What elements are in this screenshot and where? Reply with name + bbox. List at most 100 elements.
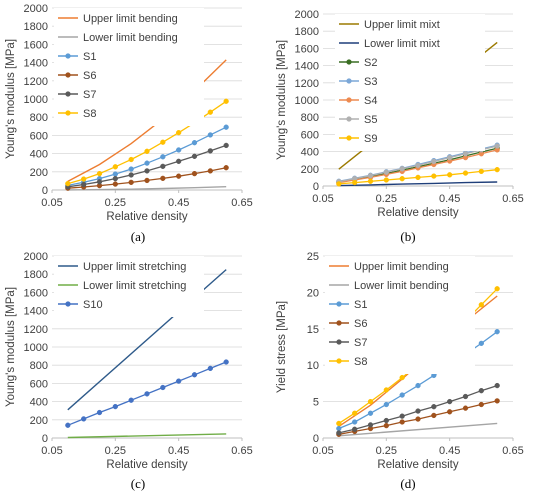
- y-tick-label: 2000: [24, 3, 48, 15]
- data-point: [367, 410, 374, 416]
- data-point: [478, 401, 484, 408]
- legend-marker: [346, 135, 352, 141]
- y-tick-label: 1800: [295, 26, 319, 38]
- legend-marker: [336, 301, 342, 307]
- data-point: [478, 388, 484, 394]
- data-point: [144, 168, 150, 174]
- y-tick-label: 0: [313, 181, 319, 193]
- data-point: [367, 422, 374, 428]
- y-tick-label: 10: [307, 360, 319, 372]
- data-point: [112, 171, 118, 177]
- data-point: [399, 392, 405, 398]
- data-point: [191, 170, 198, 177]
- data-point: [383, 401, 389, 408]
- y-tick-label: 800: [301, 112, 319, 124]
- x-tick-label: 0.45: [439, 445, 460, 457]
- y-tick-label: 1400: [295, 61, 319, 73]
- y-tick-label: 400: [301, 147, 319, 159]
- legend: Upper limit bending Lower limit bending S1…: [54, 8, 204, 126]
- x-axis-label: Relative density: [106, 459, 187, 471]
- data-point: [223, 165, 229, 171]
- data-point: [65, 422, 71, 428]
- data-point: [352, 419, 358, 425]
- data-point: [128, 156, 134, 163]
- y-tick-label: 1000: [24, 94, 48, 106]
- x-tick-label: 0.25: [105, 445, 126, 457]
- legend-entry: S7: [354, 337, 367, 349]
- data-point: [81, 176, 87, 182]
- legend-entry: S1: [83, 51, 96, 63]
- legend-entry: S6: [354, 318, 367, 330]
- data-point: [399, 374, 405, 381]
- y-tick-label: 800: [30, 112, 48, 124]
- data-point: [191, 140, 198, 146]
- data-point: [96, 170, 103, 177]
- data-point: [431, 412, 437, 419]
- series-line: [338, 181, 498, 187]
- y-axis-label: Young's modulus [MPa]: [5, 287, 17, 407]
- data-point: [447, 154, 453, 161]
- legend-entry: Lower limit bending: [354, 280, 449, 292]
- data-point: [336, 430, 342, 436]
- x-tick-label: 0.25: [376, 193, 397, 205]
- data-point: [191, 153, 198, 159]
- data-point: [415, 416, 421, 422]
- chart-panel-3: 0 200 400 600 800 1000 1200 1400 1600 1800 2000 0.0…: [5, 251, 253, 471]
- legend-entry: S2: [364, 57, 377, 69]
- chart-panel-4: 0 5 10 15 20 25 0.05 0.25 0.45 0.65 Relative densi…: [276, 251, 524, 471]
- legend-marker: [65, 91, 71, 97]
- y-tick-label: 200: [301, 164, 319, 176]
- series-line: [67, 433, 227, 439]
- legend-marker: [65, 53, 71, 59]
- data-point: [336, 420, 342, 427]
- series-s10: [65, 359, 229, 428]
- data-point: [383, 169, 389, 175]
- data-point: [160, 163, 166, 169]
- y-tick-label: 1200: [24, 324, 48, 336]
- legend-marker: [346, 78, 352, 84]
- data-point: [336, 425, 342, 432]
- data-point: [336, 181, 342, 187]
- legend-marker: [336, 339, 342, 345]
- legend-entry: Lower limit mixt: [364, 38, 440, 50]
- data-point: [160, 154, 166, 160]
- data-point: [160, 139, 166, 145]
- y-tick-label: 0: [42, 433, 48, 445]
- series-s6: [336, 398, 500, 438]
- legend-entry: Lower limit stretching: [83, 280, 186, 292]
- data-point: [128, 172, 134, 178]
- legend-marker: [65, 110, 71, 116]
- data-point: [494, 329, 500, 335]
- legend: Upper limit stretching Lower limit stretc…: [54, 256, 204, 317]
- data-point: [415, 382, 421, 389]
- data-point: [65, 180, 71, 187]
- data-point: [352, 410, 358, 416]
- data-point: [494, 143, 500, 149]
- caption-a: (a): [130, 229, 146, 244]
- x-tick-label: 0.65: [502, 445, 523, 457]
- legend-entry: S10: [83, 299, 103, 311]
- data-point: [223, 98, 229, 104]
- data-point: [144, 148, 150, 154]
- series-s7: [336, 382, 500, 436]
- data-point: [176, 130, 182, 136]
- data-point: [447, 172, 453, 178]
- data-point: [128, 166, 134, 172]
- y-tick-label: 1400: [24, 306, 48, 318]
- data-point: [112, 164, 118, 170]
- legend-entry: Upper limit mixt: [364, 19, 440, 31]
- x-axis-label: Relative density: [106, 211, 187, 223]
- data-point: [383, 387, 389, 393]
- x-tick-label: 0.65: [231, 197, 252, 209]
- y-tick-label: 1600: [24, 39, 48, 51]
- x-tick-label: 0.65: [502, 193, 523, 205]
- data-point: [431, 404, 437, 410]
- x-tick-label: 0.45: [439, 193, 460, 205]
- x-tick-label: 0.45: [168, 197, 189, 209]
- series-line: [338, 422, 498, 437]
- legend-entry: S4: [364, 95, 377, 107]
- data-point: [367, 173, 374, 179]
- data-point: [399, 176, 405, 182]
- data-point: [352, 426, 358, 432]
- data-point: [160, 384, 166, 391]
